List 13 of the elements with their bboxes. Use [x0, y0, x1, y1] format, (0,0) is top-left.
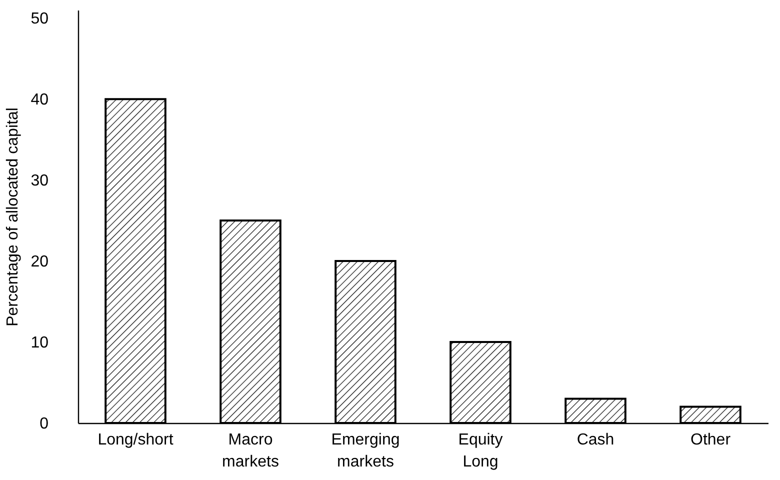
x-tick-label: Emerging markets: [331, 432, 400, 470]
y-axis-title: Percentage of allocated capital: [4, 108, 22, 326]
x-tick-label: Cash: [576, 432, 614, 448]
y-tick-label: 40: [30, 92, 49, 109]
y-tick-label: 10: [30, 334, 49, 352]
x-tick-label: Long/short: [98, 432, 174, 448]
y-tick-label: 0: [40, 416, 49, 432]
x-tick-label: Macro markets: [222, 432, 279, 470]
y-tick-label: 50: [30, 10, 49, 28]
x-tick-label: Other: [690, 432, 732, 448]
y-tick-label: 20: [30, 254, 49, 271]
x-tick-label: Equity Long: [458, 432, 503, 470]
y-tick-label: 30: [30, 172, 49, 190]
